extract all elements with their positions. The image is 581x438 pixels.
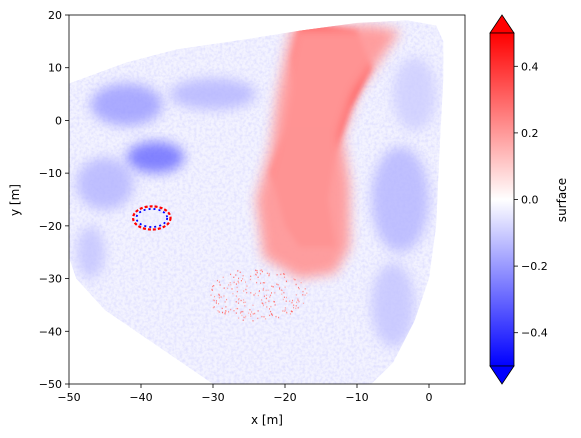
surface-blob-2	[126, 141, 185, 174]
colorbar-extend-high	[489, 14, 515, 34]
colorbar-gradient	[489, 32, 515, 367]
colorbar: −0.4 −0.2 0.0 0.2 0.4 surface	[489, 14, 569, 385]
y-tick-label: −30	[39, 273, 62, 286]
surface-blob-8	[393, 57, 437, 131]
y-axis-label: y [m]	[8, 184, 22, 216]
plot-frame	[68, 14, 466, 385]
y-tick-label: 0	[55, 114, 62, 127]
x-tick-label: −40	[129, 391, 152, 404]
y-tick-label: −40	[39, 325, 62, 338]
surface-band-1	[256, 25, 401, 279]
colorbar-tick-label: 0.4	[521, 60, 539, 73]
surface-blob-3	[90, 83, 163, 126]
surface-blob-9	[76, 225, 105, 279]
x-tick-label: −50	[57, 391, 80, 404]
surface-blob-7	[371, 262, 415, 348]
y-tick-label: 20	[48, 9, 62, 22]
x-tick-label: −10	[345, 391, 368, 404]
surface-speckle-11	[210, 269, 308, 322]
surface-blob-6	[371, 146, 430, 253]
colorbar-tick-label: 0.0	[521, 194, 539, 207]
x-tick-label: −20	[273, 391, 296, 404]
colorbar-tick-label: 0.2	[521, 127, 539, 140]
surface-ring-inner	[135, 208, 169, 228]
x-tick-label: 0	[426, 391, 433, 404]
colorbar-tick-label: −0.2	[521, 260, 548, 273]
surface-blob-4	[76, 157, 134, 211]
x-axis: −50 −40 −30 −20 −10 0	[57, 384, 433, 404]
surface-blob-5	[169, 78, 257, 110]
y-axis: −50 −40 −30 −20 −10 0 10 20	[39, 9, 69, 391]
plot-area	[69, 20, 444, 384]
colorbar-tick-label: −0.4	[521, 327, 548, 340]
surface-field	[69, 20, 444, 384]
y-tick-label: −20	[39, 220, 62, 233]
y-tick-label: 10	[48, 62, 62, 75]
x-tick-label: −30	[201, 391, 224, 404]
x-axis-label: x [m]	[251, 413, 283, 427]
y-tick-label: −10	[39, 167, 62, 180]
colorbar-extend-low	[489, 365, 515, 385]
colorbar-label: surface	[555, 178, 569, 222]
y-tick-label: −50	[39, 378, 62, 391]
surface-ring-outer	[131, 205, 172, 231]
